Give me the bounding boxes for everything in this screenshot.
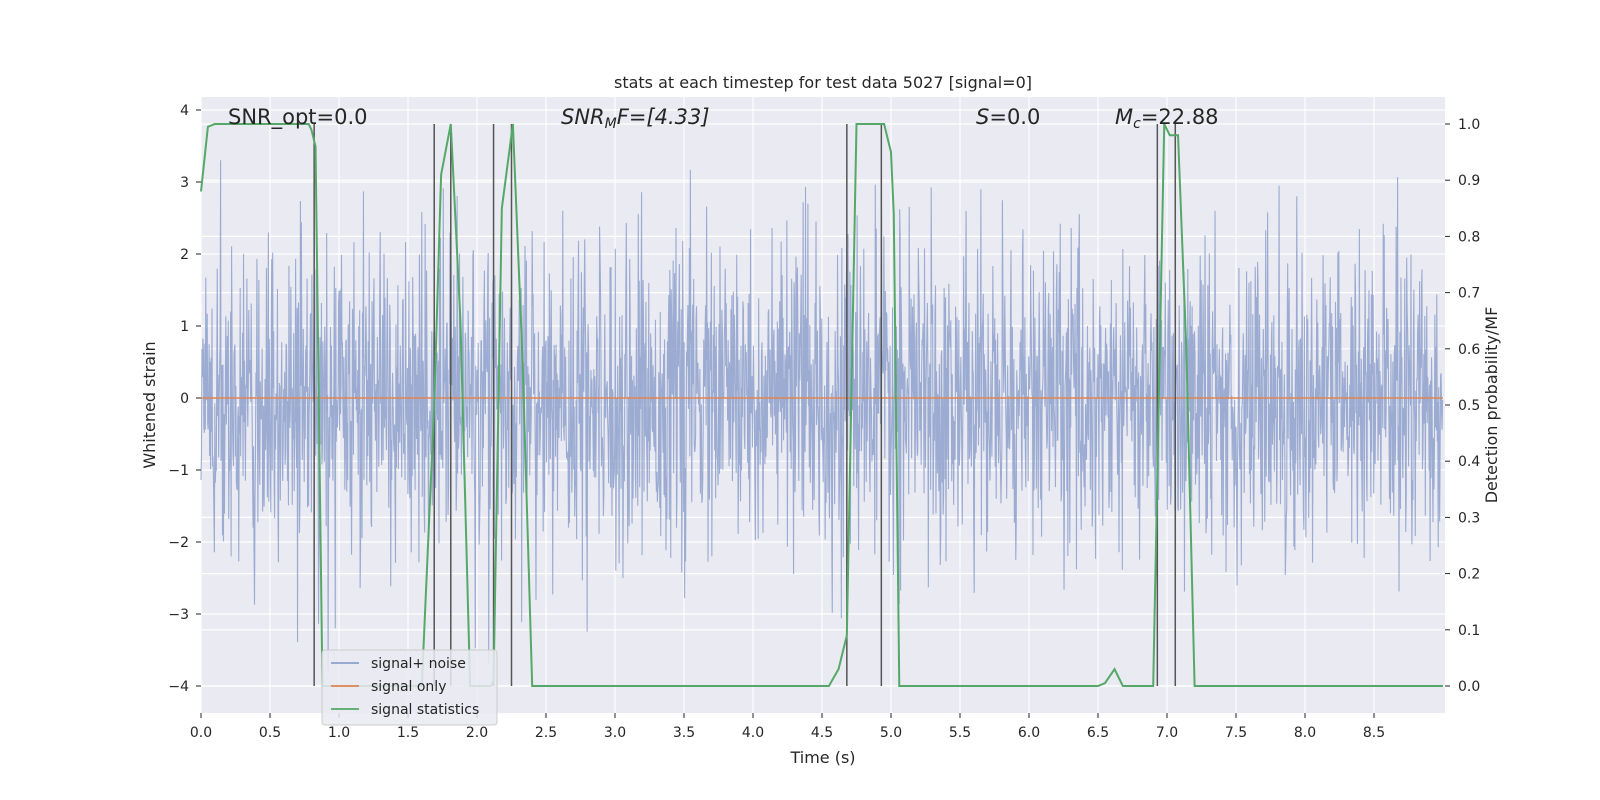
y-axis-label: Whitened strain (140, 341, 159, 468)
y-tick-label: −2 (168, 535, 189, 551)
y2-tick-label: 1.0 (1458, 117, 1480, 133)
legend: signal+ noise signal only signal statist… (321, 649, 498, 726)
y2-tick-label: 0.2 (1458, 567, 1480, 583)
y2-tick-label: 0.8 (1458, 229, 1480, 245)
x-tick-label: 7.0 (1156, 725, 1178, 741)
y2-tick-label: 0.4 (1458, 454, 1480, 470)
chart-title: stats at each timestep for test data 502… (614, 73, 1032, 92)
y-tick-label: −4 (168, 679, 189, 695)
x-tick-label: 1.0 (328, 725, 350, 741)
y2-tick-label: 0.0 (1458, 679, 1480, 695)
x-tick-label: 6.0 (1018, 725, 1040, 741)
x-tick-label: 5.5 (949, 725, 971, 741)
legend-label-stats: signal statistics (371, 702, 479, 718)
x-tick-label: 8.5 (1363, 725, 1385, 741)
legend-label-signal: signal only (371, 679, 446, 695)
x-tick-label: 3.0 (604, 725, 626, 741)
annotation-s-stat: S=0.0 (976, 105, 1040, 129)
y-tick-label: 1 (180, 319, 189, 335)
annotation-snr-opt: SNR_opt=0.0 (228, 105, 368, 130)
signal-statistics-line (200, 123, 1443, 687)
y-tick-label: −1 (168, 463, 189, 479)
y2-tick-label: 0.5 (1458, 398, 1480, 414)
y2-tick-label: 0.7 (1458, 286, 1480, 302)
y-tick-label: 2 (180, 247, 189, 263)
x-tick-label: 0.0 (190, 725, 212, 741)
signal-noise-line (200, 160, 1444, 671)
x-tick-label: 4.5 (811, 725, 833, 741)
legend-box (321, 649, 498, 726)
y2-axis-ticks: 1.0 0.9 0.8 0.7 0.6 0.5 0.4 0.3 0.2 0.1 0.0 (1445, 117, 1480, 695)
x-axis-ticks: 0.0 0.5 1.0 1.5 2.0 2.5 3.0 3.5 4.0 4.5 5.0 5.5 6.0 6… (190, 713, 1385, 741)
signal-statistics-series (200, 123, 1443, 687)
y-axis-ticks: 4 3 2 1 0 −1 −2 −3 −4 (168, 103, 201, 695)
y-tick-label: 3 (180, 175, 189, 191)
legend-label-noise: signal+ noise (371, 656, 466, 672)
x-tick-label: 1.5 (397, 725, 419, 741)
annotation-snr-mf: SNRMF=[4.33] (561, 105, 710, 132)
x-tick-label: 8.0 (1294, 725, 1316, 741)
x-tick-label: 2.5 (535, 725, 557, 741)
x-axis-label: Time (s) (789, 748, 855, 767)
y-tick-label: 0 (180, 391, 189, 407)
x-tick-label: 7.5 (1225, 725, 1247, 741)
x-tick-label: 3.5 (673, 725, 695, 741)
annotation-chirp-mass: Mc=22.88 (1115, 105, 1219, 132)
y2-tick-label: 0.3 (1458, 510, 1480, 526)
y-tick-label: 4 (180, 103, 189, 119)
x-tick-label: 0.5 (259, 725, 281, 741)
y2-tick-label: 0.6 (1458, 342, 1480, 358)
x-tick-label: 2.0 (466, 725, 488, 741)
y-tick-label: −3 (168, 607, 189, 623)
y2-tick-label: 0.1 (1458, 623, 1480, 639)
signal-noise-series (200, 160, 1444, 671)
x-tick-label: 4.0 (742, 725, 764, 741)
y2-tick-label: 0.9 (1458, 173, 1480, 189)
y2-axis-label: Detection probability/MF (1482, 307, 1501, 504)
x-tick-label: 5.0 (880, 725, 902, 741)
x-tick-label: 6.5 (1087, 725, 1109, 741)
